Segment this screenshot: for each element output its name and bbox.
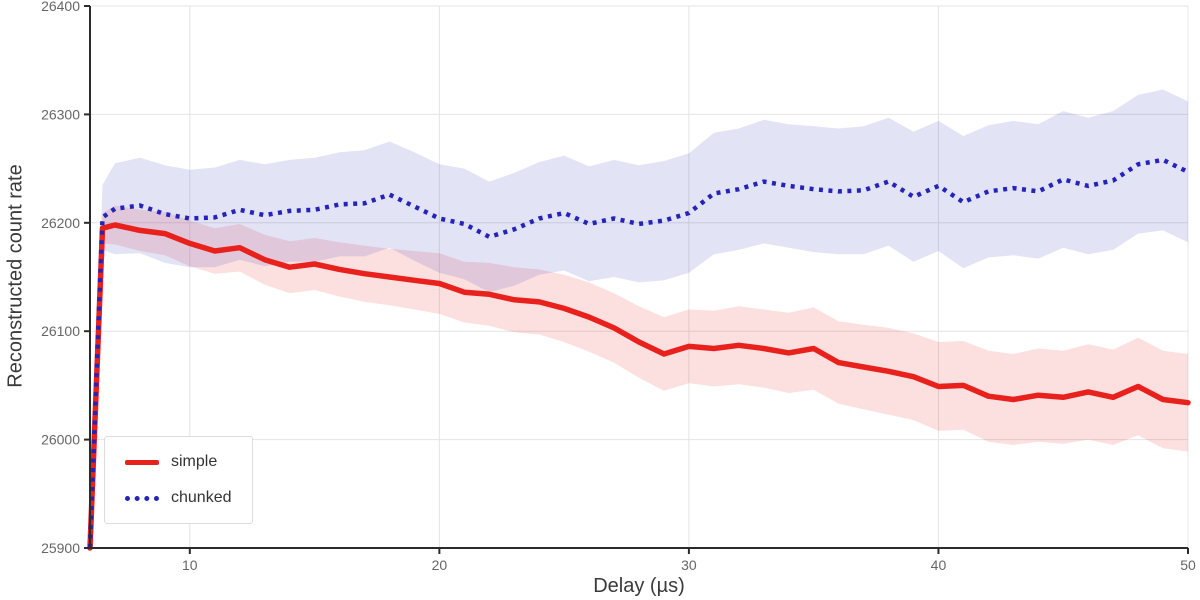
series-line-chunked: [87, 157, 1189, 549]
legend: simple chunked: [104, 436, 253, 524]
y-tick-label: 25900: [41, 540, 80, 556]
y-tick-label: 26000: [41, 432, 80, 448]
legend-label-simple: simple: [171, 453, 218, 470]
x-tick-label: 20: [432, 557, 448, 573]
x-tick-label: 10: [182, 557, 198, 573]
legend-item-simple: simple: [125, 453, 232, 471]
chunked-line-swatch: [125, 495, 159, 501]
legend-item-chunked: chunked: [125, 489, 232, 507]
y-tick-label: 26200: [41, 215, 80, 231]
y-axis-title: Reconstructed count rate: [4, 164, 27, 388]
x-tick-label: 40: [931, 557, 947, 573]
series-line-simple: [87, 222, 1191, 551]
series-band-simple: [90, 205, 1188, 552]
simple-line-swatch: [125, 459, 159, 465]
legend-label-chunked: chunked: [171, 489, 232, 506]
x-axis-title: Delay (µs): [593, 575, 685, 597]
x-tick-label: 50: [1180, 557, 1196, 573]
y-tick-label: 26100: [41, 323, 80, 339]
y-tick-label: 26400: [41, 0, 80, 14]
x-tick-label: 30: [681, 557, 697, 573]
y-tick-label: 26300: [41, 106, 80, 122]
